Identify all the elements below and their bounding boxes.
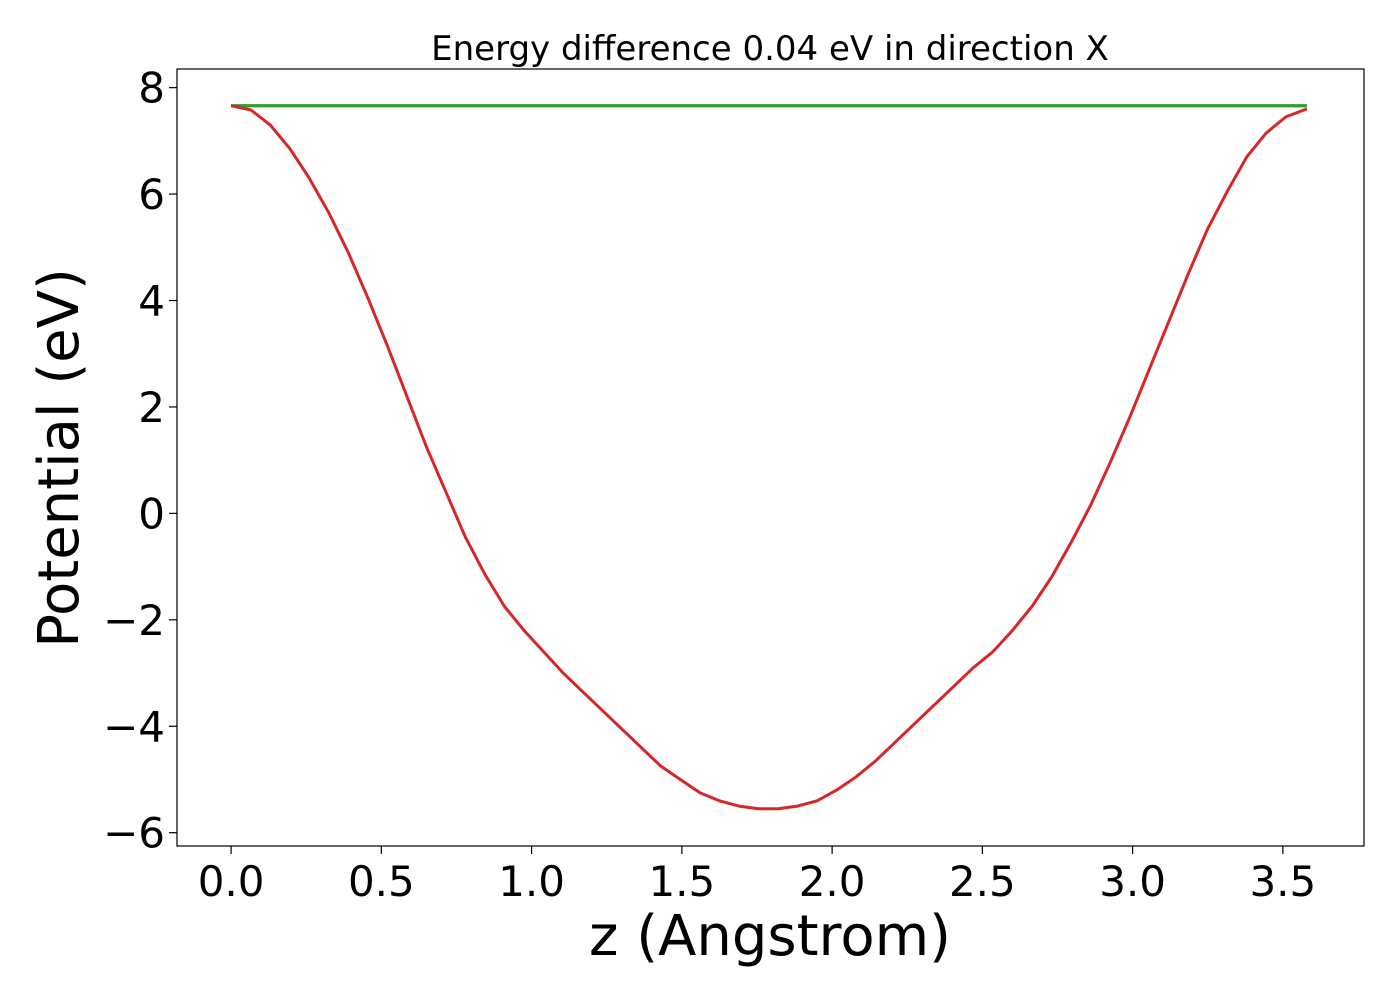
y-axis-label: Potential (eV) xyxy=(27,268,92,648)
x-tick-label: 2.0 xyxy=(799,857,866,906)
y-tick-label: 4 xyxy=(138,277,165,326)
x-tick-label: 1.5 xyxy=(648,857,715,906)
series-layer xyxy=(230,104,1308,811)
y-tick-label: 8 xyxy=(138,64,165,113)
chart-title: Energy difference 0.04 eV in direction X xyxy=(431,29,1109,69)
x-axis-ticks: 0.0 0.5 1.0 1.5 2.0 2.5 3.0 3.5 xyxy=(198,846,1316,906)
y-tick-label: −4 xyxy=(103,702,165,751)
x-tick-label: 1.0 xyxy=(498,857,565,906)
y-tick-label: 6 xyxy=(138,170,165,219)
series-line-2 xyxy=(230,104,1308,811)
y-axis-ticks: −6 −4 −2 0 2 4 6 8 xyxy=(103,64,177,858)
x-tick-label: 3.0 xyxy=(1099,857,1166,906)
x-tick-label: 3.5 xyxy=(1249,857,1316,906)
x-tick-label: 2.5 xyxy=(949,857,1016,906)
y-tick-label: −6 xyxy=(103,809,165,858)
x-tick-label: 0.5 xyxy=(348,857,415,906)
y-tick-label: 2 xyxy=(138,383,165,432)
y-tick-label: −2 xyxy=(103,596,165,645)
x-tick-label: 0.0 xyxy=(198,857,265,906)
plot-frame xyxy=(176,68,1365,847)
x-axis-label: z (Angstrom) xyxy=(589,904,951,969)
y-tick-label: 0 xyxy=(138,489,165,538)
